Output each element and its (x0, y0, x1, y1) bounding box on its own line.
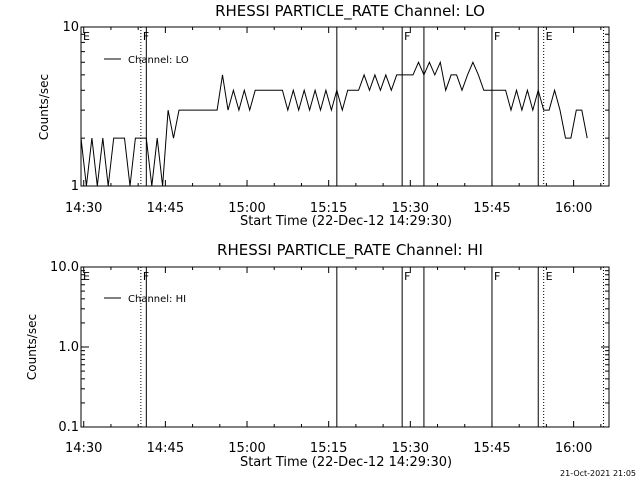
x-tick-label: 16:00 (555, 201, 592, 216)
event-marker-label: E (546, 30, 553, 43)
x-tick-label: 15:45 (473, 441, 510, 456)
hi-plot-area: 14:30 14:45 15:00 15:15 15:30 15:45 16:00 0.1 1.… (50, 260, 610, 456)
x-tick-label: 15:30 (392, 201, 429, 216)
lo-x-axis-label: Start Time (22-Dec-12 14:29:30) (240, 214, 452, 229)
x-tick-label: 15:45 (473, 201, 510, 216)
x-tick-label: 15:30 (392, 441, 429, 456)
y-tick-label: 10.0 (50, 260, 79, 275)
lo-channel-panel: RHESSI PARTICLE_RATE Channel: LO 14:30 14… (37, 2, 610, 229)
event-marker-label: F (404, 270, 410, 283)
event-marker-label: F (494, 270, 500, 283)
hi-y-axis-label: Counts/sec (25, 314, 39, 380)
x-tick-label: 14:30 (65, 441, 102, 456)
x-tick-label: 14:45 (147, 201, 184, 216)
lo-legend: Channel: LO (104, 55, 189, 66)
lo-y-axis-label: Counts/sec (37, 74, 51, 140)
event-marker-label: E (546, 270, 553, 283)
series-line (80, 60, 588, 187)
event-marker-label: F (404, 30, 410, 43)
event-marker-label: F (494, 30, 500, 43)
event-marker-label: E (83, 270, 90, 283)
hi-legend: Channel: HI (104, 294, 186, 305)
hi-legend-label: Channel: HI (128, 294, 186, 305)
hi-x-axis-label: Start Time (22-Dec-12 14:29:30) (240, 455, 452, 470)
lo-legend-label: Channel: LO (128, 55, 189, 66)
x-tick-label: 15:15 (310, 441, 347, 456)
y-tick-label: 10 (62, 20, 79, 35)
x-tick-label: 15:00 (228, 201, 265, 216)
lo-panel-title: RHESSI PARTICLE_RATE Channel: LO (215, 2, 485, 21)
x-tick-label: 16:00 (555, 441, 592, 456)
x-tick-label: 15:00 (228, 441, 265, 456)
event-marker-label: E (83, 30, 90, 43)
lo-plot-area: 14:30 14:45 15:00 15:15 15:30 15:45 16:00 1 10 E F… (62, 20, 610, 216)
generation-timestamp: 21-Oct-2021 21:05 (560, 469, 636, 478)
y-tick-label: 0.1 (58, 420, 79, 435)
hi-panel-title: RHESSI PARTICLE_RATE Channel: HI (217, 241, 483, 260)
x-tick-label: 14:45 (147, 441, 184, 456)
x-tick-label: 15:15 (310, 201, 347, 216)
x-tick-label: 14:30 (65, 201, 102, 216)
hi-channel-panel: RHESSI PARTICLE_RATE Channel: HI 14:30 14… (25, 241, 610, 470)
y-tick-label: 1.0 (58, 340, 79, 355)
plot-frame (80, 266, 610, 428)
y-tick-label: 1 (71, 179, 79, 194)
